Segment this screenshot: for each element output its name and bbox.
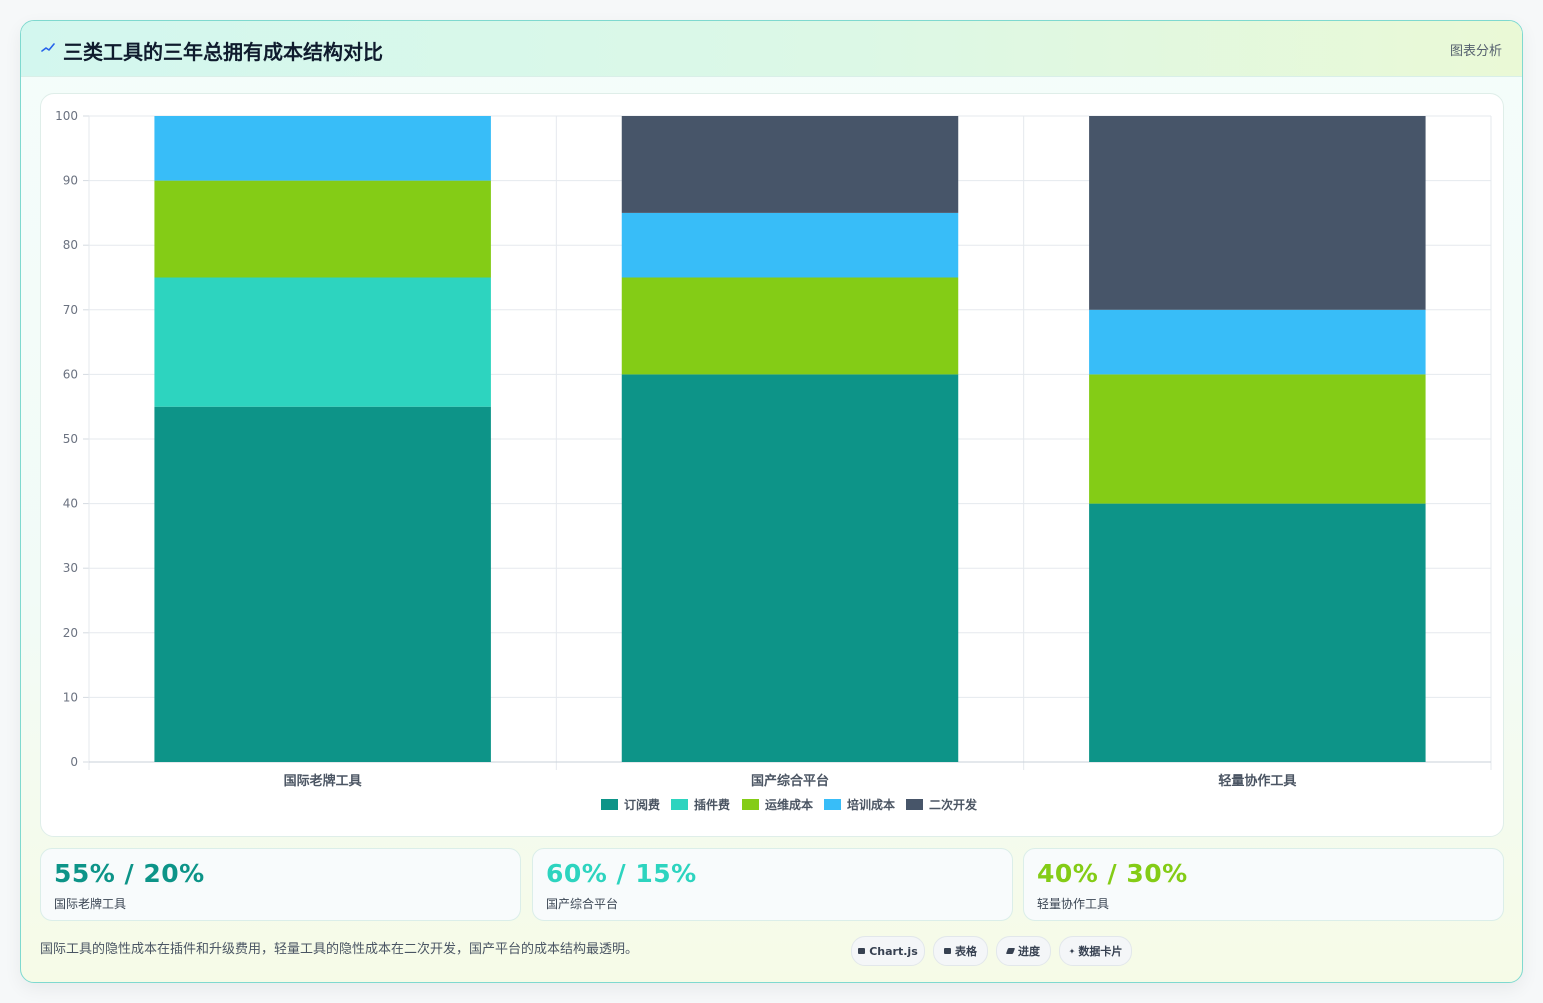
chip-progress[interactable]: 进度 bbox=[996, 936, 1051, 966]
y-tick-label: 90 bbox=[63, 174, 78, 188]
stat-card-domestic: 60% / 15% 国产综合平台 bbox=[532, 848, 1013, 921]
stat-card-lightweight: 40% / 30% 轻量协作工具 bbox=[1023, 848, 1504, 921]
chip-label: 表格 bbox=[955, 945, 977, 958]
bar-segment bbox=[621, 374, 959, 762]
y-tick-label: 40 bbox=[63, 497, 78, 511]
bar-segment bbox=[621, 116, 959, 213]
chart-footnote: 国际工具的隐性成本在插件和升级费用，轻量工具的隐性成本在二次开发，国产平台的成本… bbox=[40, 942, 639, 957]
bar-segment bbox=[1089, 503, 1426, 762]
chart-icon bbox=[858, 948, 866, 954]
stat-value: 40% / 30% bbox=[1037, 859, 1188, 888]
chip-table[interactable]: 表格 bbox=[933, 936, 988, 966]
stacked-bar-chart: 0 10 20 30 40 50 60 70 80 90 100 国际老牌工具 国产综合平台 轻量协作工具… bbox=[55, 109, 1492, 812]
x-tick-label: 国际老牌工具 bbox=[284, 773, 362, 789]
sparkle-icon: ✦ bbox=[1068, 946, 1076, 956]
y-tick-label: 0 bbox=[70, 755, 78, 769]
stat-label: 国产综合平台 bbox=[546, 897, 619, 911]
bar-segment bbox=[1089, 309, 1426, 375]
chip-label: 数据卡片 bbox=[1078, 945, 1123, 958]
progress-icon bbox=[1005, 948, 1016, 954]
card-header: 三类工具的三年总拥有成本结构对比 图表分析 bbox=[21, 21, 1522, 77]
legend-swatch bbox=[742, 799, 759, 810]
bar-segment bbox=[1089, 116, 1426, 310]
legend-label: 插件费 bbox=[694, 797, 730, 812]
y-tick-label: 60 bbox=[63, 367, 78, 381]
stat-label: 国际老牌工具 bbox=[54, 897, 127, 911]
y-tick-label: 80 bbox=[63, 238, 78, 252]
chip-label: 进度 bbox=[1018, 945, 1040, 958]
legend-swatch bbox=[906, 799, 923, 810]
stat-label: 轻量协作工具 bbox=[1037, 897, 1110, 911]
y-tick-label: 10 bbox=[63, 690, 78, 704]
chart-panel: 0 10 20 30 40 50 60 70 80 90 100 国际老牌工具 国产综合平台 轻量协作工具… bbox=[40, 93, 1504, 837]
bar-segment bbox=[154, 116, 491, 181]
chip-chartjs[interactable]: Chart.js bbox=[851, 936, 925, 966]
legend-label: 订阅费 bbox=[624, 797, 660, 812]
sparkline-icon bbox=[41, 43, 55, 52]
y-tick-label: 100 bbox=[55, 109, 78, 123]
y-tick-label: 20 bbox=[63, 626, 78, 640]
page-title: 三类工具的三年总拥有成本结构对比 bbox=[63, 40, 383, 64]
chip-label: Chart.js bbox=[869, 944, 918, 958]
stat-value: 60% / 15% bbox=[546, 859, 697, 888]
bar-segment bbox=[154, 180, 491, 278]
stat-value: 55% / 20% bbox=[54, 859, 205, 888]
stat-card-international: 55% / 20% 国际老牌工具 bbox=[40, 848, 521, 921]
legend-swatch bbox=[601, 799, 618, 810]
table-icon bbox=[944, 948, 951, 954]
x-tick-label: 轻量协作工具 bbox=[1218, 773, 1296, 789]
chart-card: 三类工具的三年总拥有成本结构对比 图表分析 0 10 20 30 40 50 60 70 80 9… bbox=[20, 20, 1523, 983]
legend-label: 运维成本 bbox=[765, 797, 813, 812]
bar-segment bbox=[154, 277, 491, 407]
x-tick-label: 国产综合平台 bbox=[751, 773, 829, 789]
legend-swatch bbox=[671, 799, 688, 810]
y-tick-label: 30 bbox=[63, 561, 78, 575]
y-tick-label: 50 bbox=[63, 432, 78, 446]
bar-segment bbox=[621, 277, 959, 375]
bar-segment bbox=[154, 406, 491, 762]
legend-swatch bbox=[824, 799, 841, 810]
legend-label: 培训成本 bbox=[847, 797, 895, 812]
legend-label: 二次开发 bbox=[929, 797, 978, 812]
section-tag: 图表分析 bbox=[1449, 44, 1502, 59]
bar-segment bbox=[621, 212, 959, 278]
chip-data-card[interactable]: ✦ 数据卡片 bbox=[1059, 936, 1132, 966]
bar-segment bbox=[1089, 374, 1426, 504]
y-tick-label: 70 bbox=[63, 303, 78, 317]
